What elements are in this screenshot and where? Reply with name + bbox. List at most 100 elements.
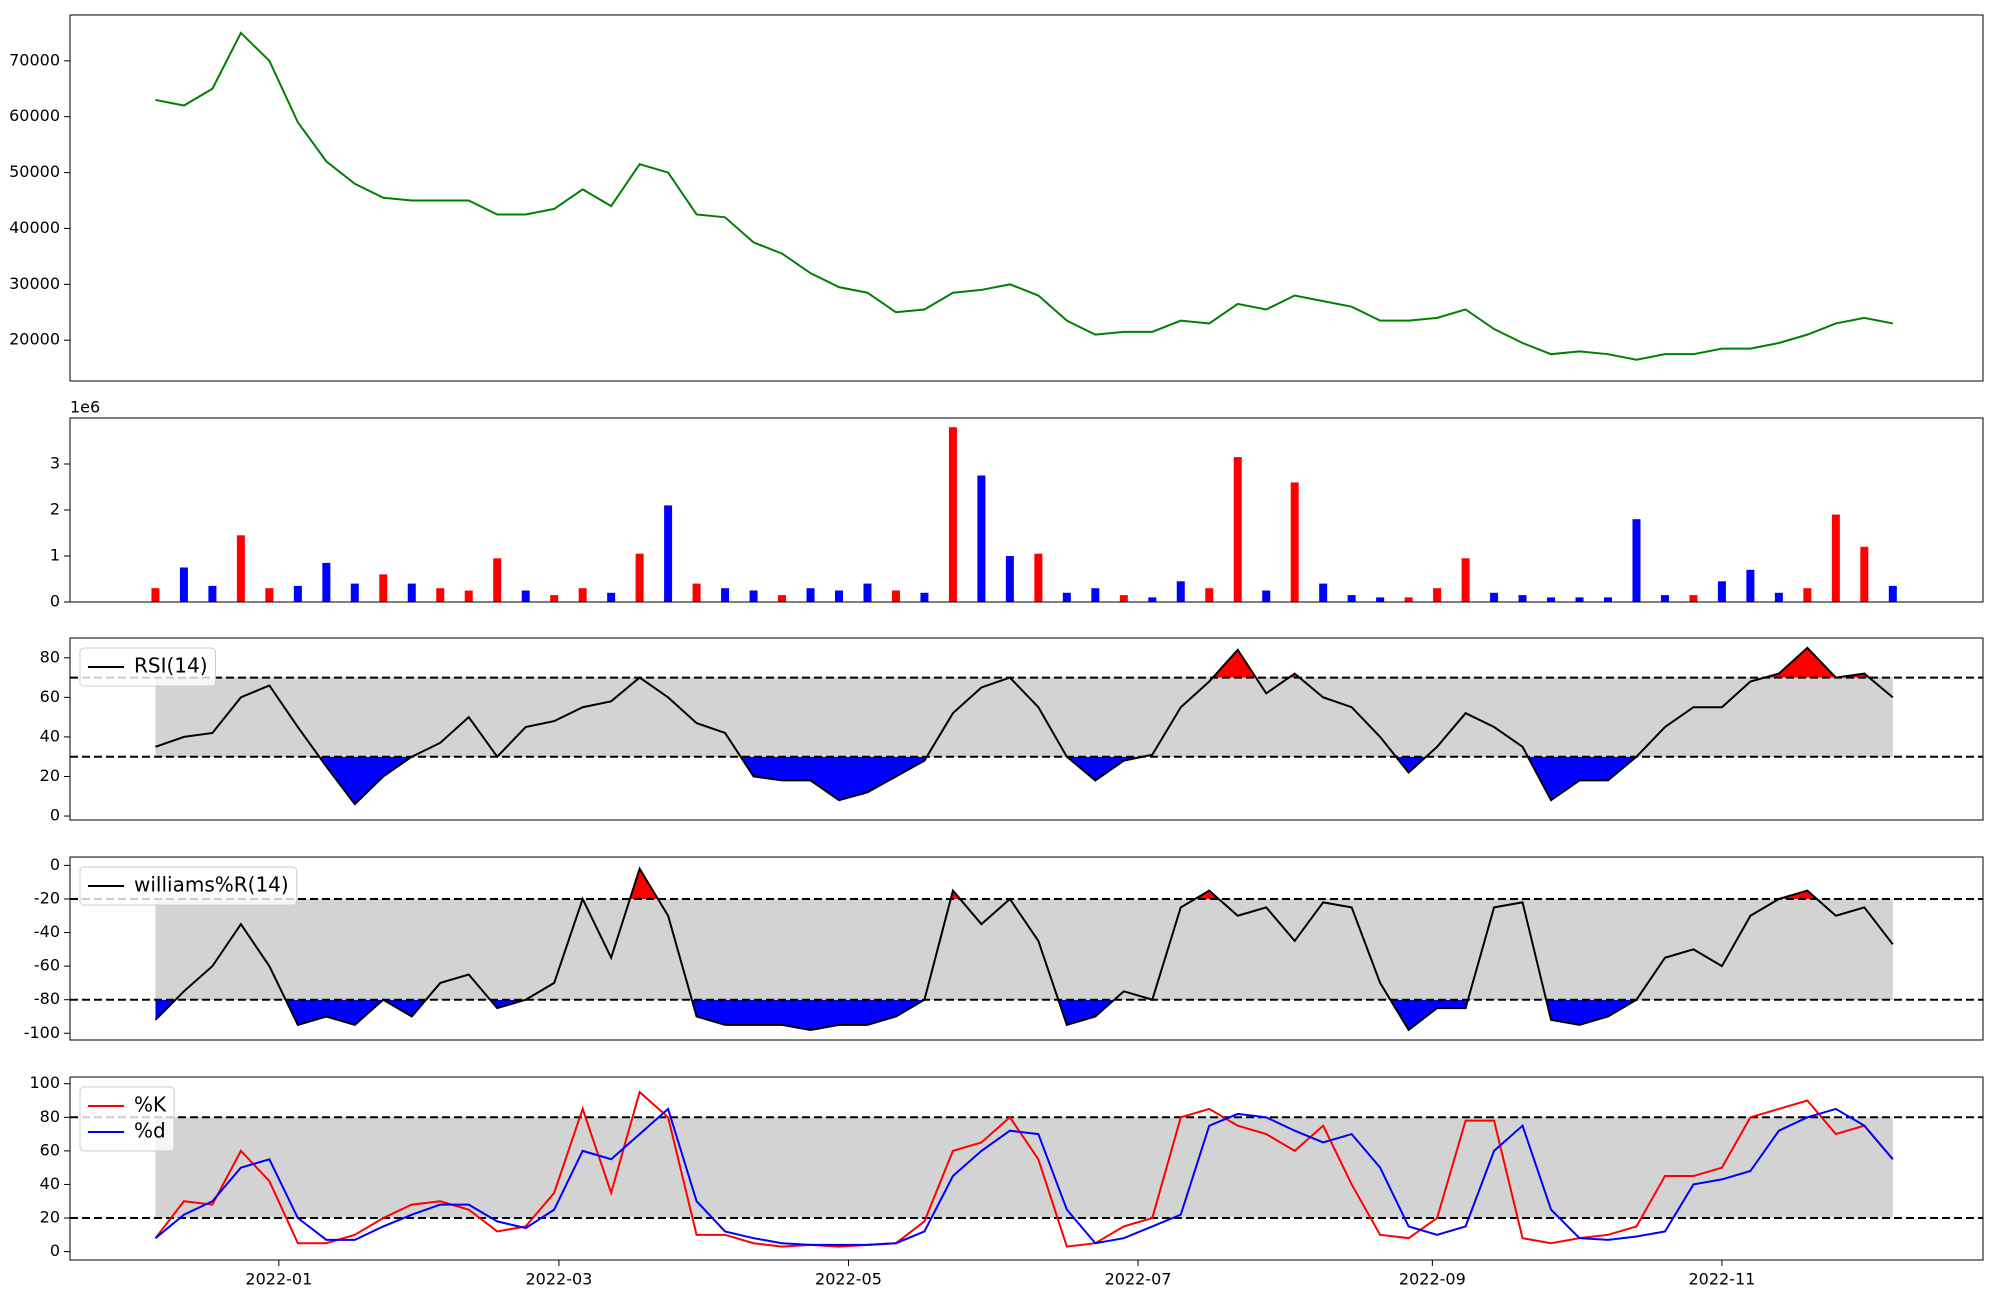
- threshold-fill: [155, 999, 1637, 1030]
- bar: [977, 475, 986, 602]
- bar: [265, 588, 274, 602]
- bar: [1803, 588, 1812, 602]
- bar: [1091, 588, 1100, 602]
- bar: [493, 558, 502, 602]
- bar: [1233, 457, 1242, 602]
- line-series: [155, 646, 1894, 806]
- line-series: [155, 31, 1894, 361]
- bar: [1262, 590, 1271, 602]
- bar: [1603, 597, 1612, 602]
- y-tick-label: 20: [40, 766, 60, 785]
- bar: [1461, 558, 1470, 602]
- line-series: [154, 1107, 1894, 1246]
- y-tick-label: 40: [40, 1174, 60, 1193]
- band: [155, 898, 1893, 1000]
- bar: [1062, 592, 1071, 602]
- legend-label: %d: [134, 1119, 166, 1143]
- y-tick-label: -40: [34, 922, 60, 941]
- plot-frame: [69, 856, 1984, 1041]
- bar: [920, 592, 929, 602]
- plot-frame: [69, 637, 1984, 821]
- bar: [151, 588, 160, 602]
- y-tick-label: 100: [29, 1073, 60, 1092]
- y-tick-label: 1: [50, 546, 60, 565]
- legend-box: [79, 647, 217, 687]
- legend-label: williams%R(14): [134, 873, 289, 897]
- bar: [379, 574, 388, 602]
- legend-box: [79, 866, 298, 906]
- bar: [1689, 595, 1698, 602]
- y-tick-label: -60: [34, 956, 60, 975]
- bar: [464, 590, 473, 602]
- bar: [1376, 597, 1385, 602]
- bar: [1774, 592, 1783, 602]
- legend-label: %K: [134, 1093, 167, 1117]
- bar: [1746, 569, 1755, 602]
- bar: [1575, 597, 1584, 602]
- bar: [806, 588, 815, 602]
- bar: [834, 590, 843, 602]
- y-tick-label: 70000: [9, 50, 60, 69]
- y-tick-label: 30000: [9, 274, 60, 293]
- bar: [948, 427, 957, 602]
- bar: [179, 567, 188, 602]
- bar: [1660, 595, 1669, 602]
- y-tick-label: 60: [40, 1140, 60, 1159]
- bar: [1148, 597, 1157, 602]
- bar: [1490, 592, 1499, 602]
- bar: [208, 585, 217, 602]
- bar: [1831, 514, 1840, 602]
- bar: [635, 553, 644, 602]
- y-tick-label: 20: [40, 1208, 60, 1227]
- bar: [1888, 585, 1897, 602]
- band: [155, 677, 1893, 757]
- bar: [1433, 588, 1442, 602]
- y-tick-label: 0: [50, 855, 60, 874]
- threshold-fill: [155, 756, 1893, 805]
- bar: [1319, 583, 1328, 602]
- bar: [1119, 595, 1128, 602]
- x-tick-label: 2022-11: [1688, 1270, 1755, 1289]
- bar: [664, 505, 673, 602]
- line-series: [154, 1090, 1894, 1248]
- legend: RSI(14): [79, 647, 217, 687]
- bar: [350, 583, 359, 602]
- y-tick-label: 2: [50, 500, 60, 519]
- legend: williams%R(14): [79, 866, 298, 906]
- bar: [749, 590, 758, 602]
- y-tick-label: -20: [34, 888, 60, 907]
- bar: [550, 595, 559, 602]
- bar: [293, 585, 302, 602]
- bar: [236, 535, 245, 602]
- bar: [891, 590, 900, 602]
- bar: [607, 592, 616, 602]
- y-tick-label: 20000: [9, 330, 60, 349]
- bar: [407, 583, 416, 602]
- y-tick-label: 80: [40, 1107, 60, 1126]
- bar: [436, 588, 445, 602]
- bar: [1717, 581, 1726, 602]
- bar: [721, 588, 730, 602]
- x-tick-label: 2022-03: [526, 1270, 593, 1289]
- y-tick-label: 0: [50, 1241, 60, 1260]
- bar: [1205, 588, 1214, 602]
- bar: [1347, 595, 1356, 602]
- bar: [1547, 597, 1556, 602]
- y-tick-label: 80: [40, 647, 60, 666]
- y-tick-label: 50000: [9, 162, 60, 181]
- plot-frame: [69, 14, 1984, 382]
- bar: [692, 583, 701, 602]
- legend-label: RSI(14): [134, 654, 208, 678]
- x-tick-label: 2022-09: [1399, 1270, 1466, 1289]
- y-tick-label: -100: [24, 1023, 60, 1042]
- band: [155, 1117, 1893, 1219]
- plot-frame: [69, 417, 1984, 603]
- y-tick-label: 60000: [9, 106, 60, 125]
- bar: [1176, 581, 1185, 602]
- legend: %K%d: [79, 1086, 175, 1152]
- bar: [1860, 546, 1869, 602]
- bar: [521, 590, 530, 602]
- bar: [1290, 482, 1299, 602]
